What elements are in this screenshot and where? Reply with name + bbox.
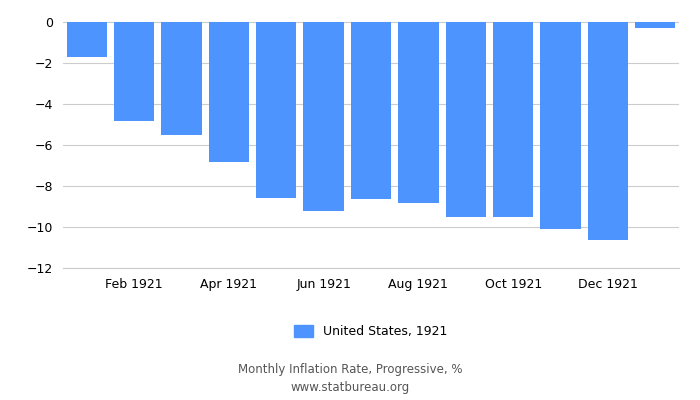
Bar bbox=[209, 22, 249, 162]
Bar bbox=[635, 22, 675, 28]
Bar bbox=[114, 22, 154, 121]
Bar bbox=[351, 22, 391, 199]
Bar bbox=[540, 22, 581, 230]
Bar bbox=[161, 22, 202, 135]
Bar bbox=[304, 22, 344, 211]
Bar bbox=[398, 22, 438, 203]
Bar bbox=[66, 22, 107, 58]
Legend: United States, 1921: United States, 1921 bbox=[289, 320, 453, 343]
Bar bbox=[256, 22, 296, 198]
Text: www.statbureau.org: www.statbureau.org bbox=[290, 382, 410, 394]
Bar bbox=[588, 22, 628, 240]
Bar bbox=[446, 22, 486, 216]
Bar bbox=[493, 22, 533, 216]
Text: Monthly Inflation Rate, Progressive, %: Monthly Inflation Rate, Progressive, % bbox=[238, 364, 462, 376]
